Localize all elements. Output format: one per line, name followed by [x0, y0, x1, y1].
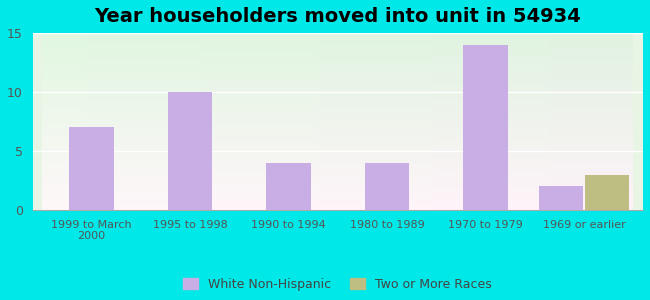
Bar	[365, 163, 410, 210]
Legend: White Non-Hispanic, Two or More Races: White Non-Hispanic, Two or More Races	[179, 273, 497, 296]
Bar	[539, 186, 583, 210]
Bar	[70, 128, 114, 210]
Bar	[585, 175, 629, 210]
Title: Year householders moved into unit in 54934: Year householders moved into unit in 549…	[94, 7, 581, 26]
Bar	[266, 163, 311, 210]
Bar	[463, 45, 508, 210]
Bar	[168, 92, 213, 210]
